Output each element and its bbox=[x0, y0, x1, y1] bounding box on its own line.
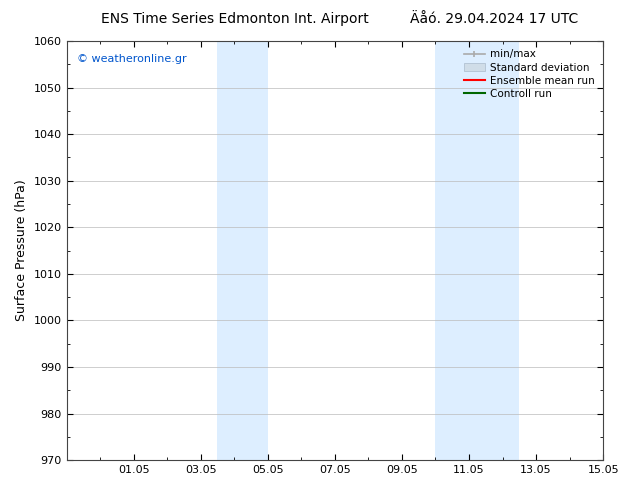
Text: ENS Time Series Edmonton Int. Airport: ENS Time Series Edmonton Int. Airport bbox=[101, 12, 368, 26]
Text: © weatheronline.gr: © weatheronline.gr bbox=[77, 53, 187, 64]
Y-axis label: Surface Pressure (hPa): Surface Pressure (hPa) bbox=[15, 180, 28, 321]
Bar bbox=[217, 41, 268, 460]
Bar bbox=[436, 41, 519, 460]
Legend: min/max, Standard deviation, Ensemble mean run, Controll run: min/max, Standard deviation, Ensemble me… bbox=[461, 46, 598, 102]
Text: Äåό. 29.04.2024 17 UTC: Äåό. 29.04.2024 17 UTC bbox=[410, 12, 579, 26]
